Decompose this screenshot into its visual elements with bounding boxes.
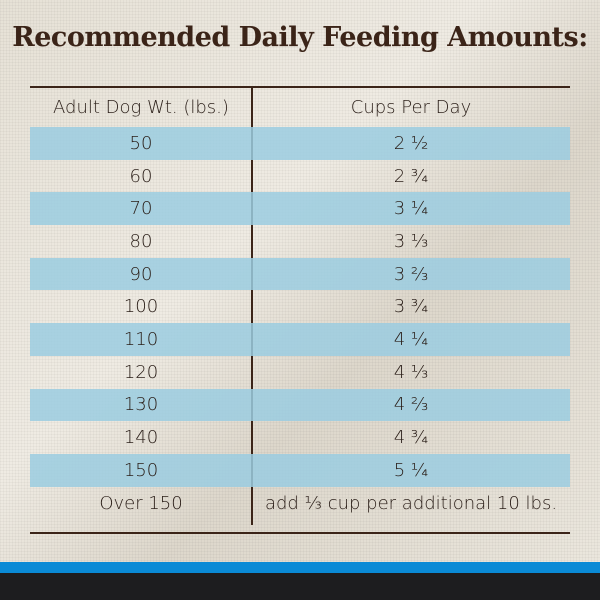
weight-cell: 60 (129, 165, 153, 187)
header-weight: Adult Dog Wt. (lbs.) (53, 96, 229, 118)
weight-cell: 90 (129, 263, 153, 285)
table-row: 110 4 ¼ (30, 323, 570, 356)
cups-cell: 3 ¼ (393, 198, 429, 220)
table-row: 140 4 ¾ (30, 421, 570, 454)
page-title: Recommended Daily Feeding Amounts: (12, 22, 588, 53)
table-row: 60 2 ¾ (30, 160, 570, 193)
weight-cell: 100 (123, 296, 159, 318)
cups-cell: 3 ¾ (393, 296, 429, 318)
black-band (0, 573, 600, 600)
cups-cell: 4 ⅓ (393, 361, 429, 383)
cups-cell: 3 ⅔ (393, 263, 429, 285)
blue-band (0, 562, 600, 573)
table-row: 130 4 ⅔ (30, 388, 570, 422)
table-row: 80 3 ⅓ (30, 225, 570, 258)
table-row: 120 4 ⅓ (30, 356, 570, 389)
weight-cell: Over 150 (99, 492, 183, 514)
table-row: 100 3 ¾ (30, 291, 570, 324)
cups-cell: 5 ¼ (393, 459, 429, 481)
cups-cell: 2 ½ (393, 132, 429, 154)
weight-cell: 120 (123, 361, 159, 383)
table-row: Over 150 add ⅓ cup per additional 10 lbs. (30, 487, 570, 520)
weight-cell: 140 (123, 427, 159, 449)
cups-cell: 3 ⅓ (393, 230, 429, 252)
header-cups: Cups Per Day (350, 96, 472, 118)
table-row: 90 3 ⅔ (30, 257, 570, 291)
cups-cell: 4 ⅔ (393, 394, 429, 416)
weight-cell: 150 (123, 459, 159, 481)
table-header: Adult Dog Wt. (lbs.) Cups Per Day (30, 87, 570, 127)
cups-cell: add ⅓ cup per additional 10 lbs. (264, 492, 558, 514)
column-divider (251, 87, 253, 525)
cups-cell: 4 ¼ (393, 329, 429, 351)
table-row: 50 2 ½ (30, 127, 570, 160)
bottom-rule (30, 532, 570, 534)
table-row: 70 3 ¼ (30, 192, 570, 226)
weight-cell: 110 (123, 329, 159, 351)
weight-cell: 70 (129, 198, 153, 220)
cups-cell: 4 ¾ (393, 427, 429, 449)
table-row: 150 5 ¼ (30, 454, 570, 487)
weight-cell: 50 (129, 132, 153, 154)
weight-cell: 80 (129, 230, 153, 252)
cups-cell: 2 ¾ (393, 165, 429, 187)
top-rule (30, 86, 570, 88)
weight-cell: 130 (123, 394, 159, 416)
